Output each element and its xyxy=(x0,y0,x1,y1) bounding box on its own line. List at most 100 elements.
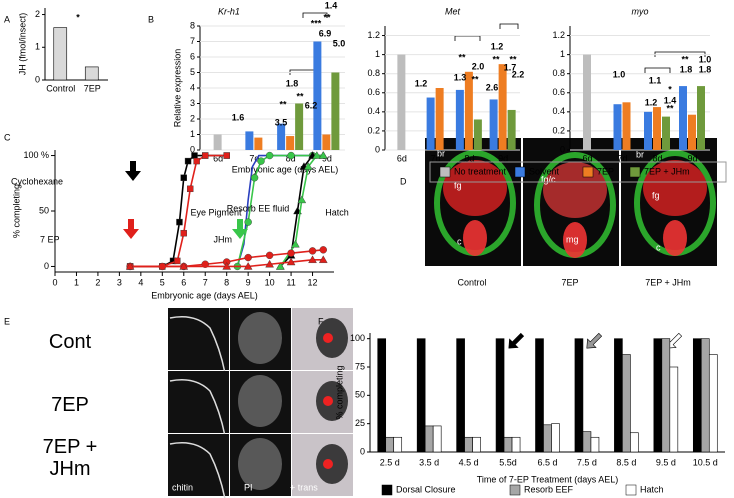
bar xyxy=(653,338,663,453)
marker xyxy=(265,251,274,260)
marker xyxy=(318,255,328,263)
bar xyxy=(495,338,505,453)
tissue-label: mg xyxy=(566,234,579,244)
bar xyxy=(473,119,482,150)
bar xyxy=(377,338,387,453)
annotation: Hatch xyxy=(325,207,349,217)
bar xyxy=(708,354,718,453)
x-tick-label: 11 xyxy=(286,277,295,287)
bar xyxy=(644,111,652,150)
legend-swatch xyxy=(381,484,393,496)
overlay-stain xyxy=(323,396,333,406)
bar xyxy=(535,338,544,453)
row-label: 7EP xyxy=(51,394,89,416)
x-tick-label: 6d xyxy=(397,153,407,163)
legend-label: Hatch xyxy=(640,484,664,494)
bar xyxy=(245,131,254,150)
x-tick-label: 7.5 d xyxy=(577,457,597,467)
y-tick-label: 2 xyxy=(35,9,40,19)
bar xyxy=(489,99,498,150)
y-tick-label: 0.2 xyxy=(552,125,565,135)
bar xyxy=(661,338,671,453)
x-tick-label: 12 xyxy=(308,277,318,287)
y-tick-label: 0 xyxy=(190,144,195,154)
annotation: *** xyxy=(311,18,322,28)
annotation: Resorb EE fluid xyxy=(227,203,290,213)
marker xyxy=(176,218,183,226)
arrow xyxy=(586,332,603,349)
y-tick-label: 0.4 xyxy=(552,106,565,116)
x-tick-label: 10.5 d xyxy=(693,457,718,467)
y-tick-label: 1.2 xyxy=(367,30,380,40)
x-axis-label: Embryonic age (days AEL) xyxy=(151,290,258,300)
legend-swatch xyxy=(439,166,451,178)
y-tick-label: 8 xyxy=(190,20,195,30)
x-tick-label: 10 xyxy=(265,277,275,287)
bar xyxy=(697,86,705,150)
annotation: 1.7 xyxy=(504,62,517,72)
marker xyxy=(286,257,296,266)
column-label: PI xyxy=(244,482,253,492)
bar xyxy=(254,137,263,150)
legend-label: 7EP xyxy=(597,166,614,176)
image-caption: Control xyxy=(457,277,486,287)
marker xyxy=(319,246,327,254)
bracket xyxy=(454,35,481,41)
annotation: ** xyxy=(509,54,517,64)
bar xyxy=(507,109,516,150)
bar xyxy=(322,134,331,150)
marker xyxy=(291,239,300,248)
marker xyxy=(303,162,313,170)
bar xyxy=(416,338,426,453)
bar xyxy=(456,338,465,453)
marker xyxy=(312,151,322,159)
bar xyxy=(614,338,623,453)
bar xyxy=(679,86,687,150)
marker xyxy=(297,195,307,204)
bar xyxy=(630,432,639,453)
annotation: 7 EP xyxy=(40,234,60,244)
panel-label: E xyxy=(4,316,10,326)
marker xyxy=(287,249,295,257)
y-tick-label: 0.2 xyxy=(367,125,380,135)
x-tick-label: 4 xyxy=(138,277,143,287)
y-tick-label: 0.6 xyxy=(367,87,380,97)
bar xyxy=(688,114,696,150)
y-tick-label: 75 xyxy=(355,361,365,371)
bracket xyxy=(302,12,328,18)
y-tick-label: 3 xyxy=(190,98,195,108)
bar xyxy=(277,123,286,150)
bar xyxy=(432,425,442,453)
overlay-stain xyxy=(323,459,333,469)
x-tick-label: 3 xyxy=(117,277,122,287)
annotation: JHm xyxy=(214,234,233,244)
legend-swatch xyxy=(625,484,637,496)
marker xyxy=(244,218,252,226)
annotation: 1.8 xyxy=(286,78,299,88)
annotation: ** xyxy=(681,54,689,64)
x-tick-label: 9 xyxy=(246,277,251,287)
marker xyxy=(180,174,187,181)
y-tick-label: 100 % xyxy=(23,150,49,160)
bar xyxy=(472,436,481,453)
panel-label: A xyxy=(4,14,10,24)
x-tick-label: 6.5 d xyxy=(537,457,557,467)
x-tick-label: 9d xyxy=(498,153,508,163)
x-tick-label: 5 xyxy=(160,277,165,287)
annotation: 2.2 xyxy=(512,69,525,79)
bar xyxy=(662,116,670,150)
bar xyxy=(503,436,513,453)
y-axis-label: Relative expression xyxy=(172,49,182,128)
annotation: ** xyxy=(296,91,304,101)
bar xyxy=(426,97,435,150)
annotation: 1.8 xyxy=(699,64,712,74)
column-label: chitin xyxy=(172,482,193,492)
legend-swatch xyxy=(509,484,521,496)
nuclei-stain xyxy=(238,312,282,364)
annotation: 5.0 xyxy=(333,38,346,48)
marker xyxy=(184,157,192,165)
annotation: 1.0 xyxy=(699,54,712,64)
y-tick-label: 25 xyxy=(355,418,365,428)
image-caption: 7EP xyxy=(561,277,578,287)
